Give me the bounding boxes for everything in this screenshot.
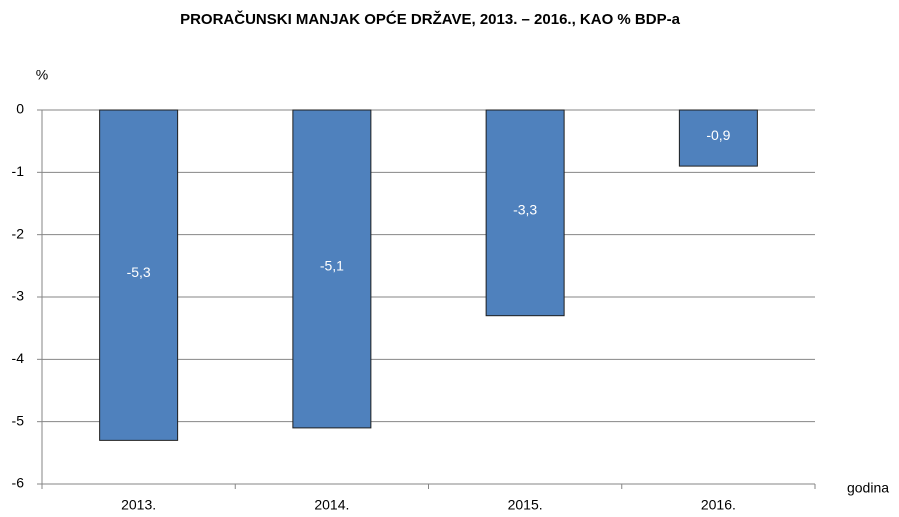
y-tick-label: 0 [16, 101, 24, 117]
x-tick-label: 2014. [314, 497, 349, 513]
y-tick-label: -6 [12, 475, 25, 491]
x-tick-label: 2016. [701, 497, 736, 513]
value-label: -5,3 [127, 264, 151, 280]
bar [485, 109, 565, 317]
x-axis-label: godina [847, 480, 889, 496]
y-axis-label: % [36, 67, 48, 83]
y-tick-label: -4 [12, 350, 25, 366]
x-tick-label: 2013. [121, 497, 156, 513]
value-label: -3,3 [513, 202, 537, 218]
value-label: -5,1 [320, 258, 344, 274]
bar [99, 109, 179, 441]
chart-title: PRORAČUNSKI MANJAK OPĆE DRŽAVE, 2013. – … [180, 10, 680, 28]
bar [292, 109, 372, 429]
value-label: -0,9 [706, 127, 730, 143]
x-tick-label: 2015. [508, 497, 543, 513]
y-tick-label: -1 [12, 163, 25, 179]
y-tick-label: -2 [12, 225, 25, 241]
bar [678, 109, 758, 167]
y-tick-label: -5 [12, 412, 25, 428]
y-tick-label: -3 [12, 288, 25, 304]
